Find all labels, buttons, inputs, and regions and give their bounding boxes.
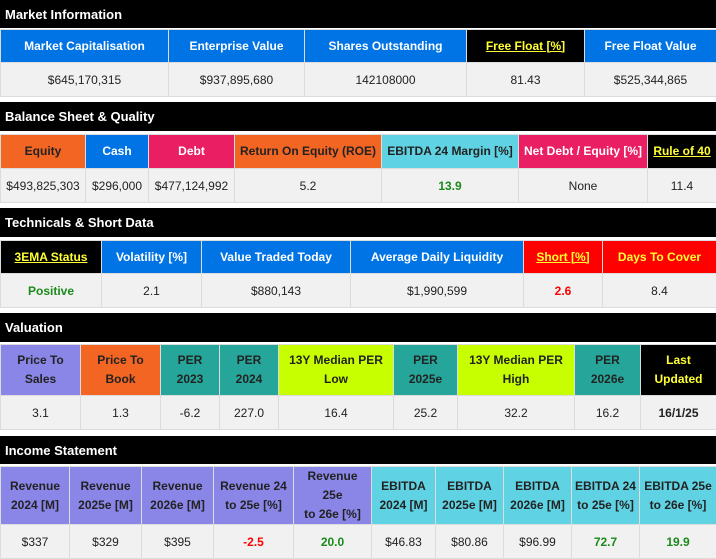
short-percent-link[interactable]: Short [%] bbox=[536, 250, 589, 264]
header-cash: Cash bbox=[86, 135, 149, 169]
header-net-debt-equity: Net Debt / Equity [%] bbox=[519, 135, 648, 169]
value-shares-outstanding: 142108000 bbox=[305, 63, 467, 97]
value-ebitda-2026e: $96.99 bbox=[504, 525, 572, 559]
valuation-title: Valuation bbox=[5, 320, 63, 335]
value-ebitda-2024: $46.83 bbox=[372, 525, 436, 559]
header-free-float-link[interactable]: Free Float [%] bbox=[467, 30, 585, 63]
header-rule-of-40-link[interactable]: Rule of 40 bbox=[648, 135, 716, 169]
3ema-status-link[interactable]: 3EMA Status bbox=[15, 250, 88, 264]
header-volatility: Volatility [%] bbox=[102, 241, 202, 274]
header-average-daily-liquidity: Average Daily Liquidity bbox=[351, 241, 524, 274]
value-free-float-percent: 81.43 bbox=[467, 63, 585, 97]
value-cash: $296,000 bbox=[86, 169, 149, 203]
value-short-percent: 2.6 bbox=[524, 274, 603, 308]
value-market-capitalisation: $645,170,315 bbox=[1, 63, 169, 97]
header-ebitda-margin: EBITDA 24 Margin [%] bbox=[382, 135, 519, 169]
header-value-traded-today: Value Traded Today bbox=[202, 241, 351, 274]
value-13y-median-per-high: 32.2 bbox=[458, 396, 575, 430]
value-ebitda-24-to-25e: 72.7 bbox=[572, 525, 640, 559]
section-title-income-statement: Income Statement bbox=[0, 436, 716, 464]
header-3ema-status-link[interactable]: 3EMA Status bbox=[1, 241, 102, 274]
header-roe: Return On Equity (ROE) bbox=[235, 135, 382, 169]
value-debt: $477,124,992 bbox=[149, 169, 235, 203]
value-per-2026e: 16.2 bbox=[575, 396, 641, 430]
header-market-capitalisation: Market Capitalisation bbox=[1, 30, 169, 63]
balance-sheet-title: Balance Sheet & Quality bbox=[5, 109, 155, 124]
value-net-debt-equity: None bbox=[519, 169, 648, 203]
value-3ema-status: Positive bbox=[1, 274, 102, 308]
value-per-2025e: 25.2 bbox=[394, 396, 458, 430]
section-title-balance-sheet: Balance Sheet & Quality bbox=[0, 102, 716, 131]
header-short-link[interactable]: Short [%] bbox=[524, 241, 603, 274]
value-revenue-2024: $337 bbox=[1, 525, 70, 559]
value-ebitda-margin: 13.9 bbox=[382, 169, 519, 203]
market-information-table: Market Capitalisation Enterprise Value S… bbox=[0, 29, 716, 97]
header-days-to-cover: Days To Cover bbox=[603, 241, 716, 274]
header-enterprise-value: Enterprise Value bbox=[169, 30, 305, 63]
value-13y-median-per-low: 16.4 bbox=[279, 396, 394, 430]
market-information-title: Market Information bbox=[5, 7, 122, 22]
section-title-valuation: Valuation bbox=[0, 313, 716, 342]
technicals-title: Technicals & Short Data bbox=[5, 215, 154, 230]
value-per-2024: 227.0 bbox=[220, 396, 279, 430]
rule-of-40-link[interactable]: Rule of 40 bbox=[653, 144, 710, 158]
value-revenue-2026e: $395 bbox=[142, 525, 214, 559]
technicals-table: 3EMA Status Volatility [%] Value Traded … bbox=[0, 240, 716, 308]
header-shares-outstanding: Shares Outstanding bbox=[305, 30, 467, 63]
value-equity: $493,825,303 bbox=[1, 169, 86, 203]
value-enterprise-value: $937,895,680 bbox=[169, 63, 305, 97]
header-equity: Equity bbox=[1, 135, 86, 169]
value-price-to-sales: 3.1 bbox=[1, 396, 81, 430]
section-title-technicals: Technicals & Short Data bbox=[0, 208, 716, 237]
value-revenue-25e-to-26e: 20.0 bbox=[294, 525, 372, 559]
value-per-2023: -6.2 bbox=[161, 396, 220, 430]
value-roe: 5.2 bbox=[235, 169, 382, 203]
value-revenue-2025e: $329 bbox=[70, 525, 142, 559]
value-rule-of-40: 11.4 bbox=[648, 169, 716, 203]
income-statement-title: Income Statement bbox=[5, 443, 117, 458]
value-average-daily-liquidity: $1,990,599 bbox=[351, 274, 524, 308]
value-price-to-book: 1.3 bbox=[81, 396, 161, 430]
value-days-to-cover: 8.4 bbox=[603, 274, 716, 308]
header-free-float-value: Free Float Value bbox=[585, 30, 716, 63]
value-last-updated: 16/1/25 bbox=[641, 396, 716, 430]
value-free-float-value: $525,344,865 bbox=[585, 63, 716, 97]
header-debt: Debt bbox=[149, 135, 235, 169]
value-ebitda-2025e: $80.86 bbox=[436, 525, 504, 559]
value-ebitda-25e-to-26e: 19.9 bbox=[640, 525, 716, 559]
value-volatility: 2.1 bbox=[102, 274, 202, 308]
free-float-link[interactable]: Free Float [%] bbox=[486, 39, 565, 53]
value-value-traded-today: $880,143 bbox=[202, 274, 351, 308]
value-revenue-24-to-25e: -2.5 bbox=[214, 525, 294, 559]
balance-sheet-table: Equity Cash Debt Return On Equity (ROE) … bbox=[0, 134, 716, 203]
section-title-market-information: Market Information bbox=[0, 0, 716, 28]
